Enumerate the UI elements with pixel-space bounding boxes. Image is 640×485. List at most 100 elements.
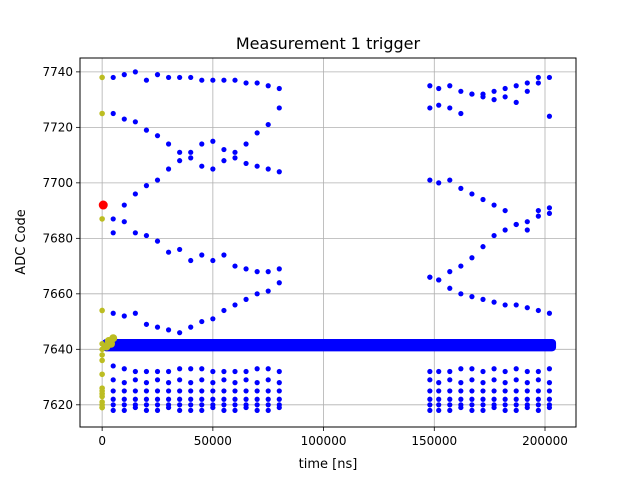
data-point [513, 366, 519, 372]
data-point [546, 74, 553, 81]
data-point [165, 166, 172, 172]
data-point [436, 277, 442, 283]
pretrigger-point [99, 110, 105, 117]
data-point [502, 407, 508, 413]
data-point [165, 74, 172, 81]
data-point [502, 388, 508, 394]
data-point [210, 388, 216, 394]
data-point [502, 402, 508, 408]
data-point [535, 74, 541, 81]
data-point [254, 407, 260, 413]
data-point [276, 380, 282, 386]
data-point [121, 380, 127, 386]
data-point [143, 407, 150, 413]
data-point [243, 266, 249, 272]
data-point [154, 396, 161, 402]
data-point [232, 396, 238, 402]
data-point [232, 77, 238, 83]
data-point [513, 99, 519, 105]
data-points-layer [98, 69, 553, 413]
y-tick-label: 7700 [42, 176, 73, 190]
data-point [447, 396, 453, 402]
data-point [502, 85, 508, 92]
data-point [436, 396, 442, 402]
data-point [188, 388, 194, 394]
data-point [143, 402, 150, 408]
data-point [232, 149, 238, 155]
data-point [469, 366, 475, 372]
data-point [188, 324, 194, 330]
data-point [491, 388, 497, 394]
data-point [110, 74, 116, 81]
data-point [535, 307, 541, 314]
data-point [427, 177, 433, 183]
data-point [243, 160, 249, 167]
data-point [121, 72, 127, 78]
y-tick-label: 7640 [42, 342, 73, 356]
data-point [502, 380, 508, 386]
data-point [427, 83, 433, 89]
data-point [232, 302, 238, 308]
data-point [154, 72, 161, 78]
data-point [535, 396, 541, 402]
x-axis-label: time [ns] [299, 457, 358, 472]
data-point [265, 269, 271, 275]
data-point [524, 368, 530, 375]
data-point [210, 404, 216, 411]
data-point [469, 91, 475, 97]
data-point [154, 324, 161, 330]
data-point [210, 138, 216, 144]
data-point [502, 302, 508, 308]
data-point [221, 307, 227, 314]
data-point [154, 238, 161, 244]
data-point [243, 377, 249, 383]
data-point [154, 177, 161, 183]
data-point [165, 380, 172, 386]
data-point [458, 380, 464, 386]
data-point [491, 232, 497, 239]
data-point [177, 158, 183, 164]
data-point [513, 407, 519, 413]
data-point [480, 388, 486, 394]
data-point [513, 302, 519, 308]
data-point [491, 366, 497, 372]
data-point [232, 380, 238, 386]
data-point [276, 280, 282, 286]
data-point [188, 402, 194, 408]
data-point [546, 205, 553, 211]
data-point [535, 80, 541, 86]
data-point [121, 313, 127, 319]
data-point [199, 141, 205, 147]
data-point [265, 121, 271, 128]
data-point [265, 366, 271, 372]
data-point [165, 388, 172, 394]
data-point [188, 380, 194, 386]
data-point [491, 404, 497, 411]
data-point [469, 388, 475, 394]
data-point [469, 191, 475, 197]
data-point [265, 402, 271, 408]
data-point [458, 396, 464, 402]
data-point [143, 368, 150, 375]
data-point [177, 74, 183, 81]
data-point [480, 402, 486, 408]
data-point [265, 396, 271, 402]
data-point [491, 97, 497, 103]
data-point [447, 377, 453, 383]
data-point [447, 105, 453, 111]
data-point [188, 366, 194, 372]
data-point [276, 266, 282, 272]
data-point [427, 274, 433, 280]
data-point [546, 310, 553, 316]
data-point [199, 402, 205, 408]
data-point [524, 219, 530, 225]
pretrigger-point [99, 393, 105, 400]
pretrigger-point [99, 74, 105, 81]
data-point [177, 330, 183, 336]
data-point [221, 388, 227, 394]
data-point [210, 166, 216, 172]
data-point [480, 196, 486, 203]
data-point [132, 119, 138, 125]
